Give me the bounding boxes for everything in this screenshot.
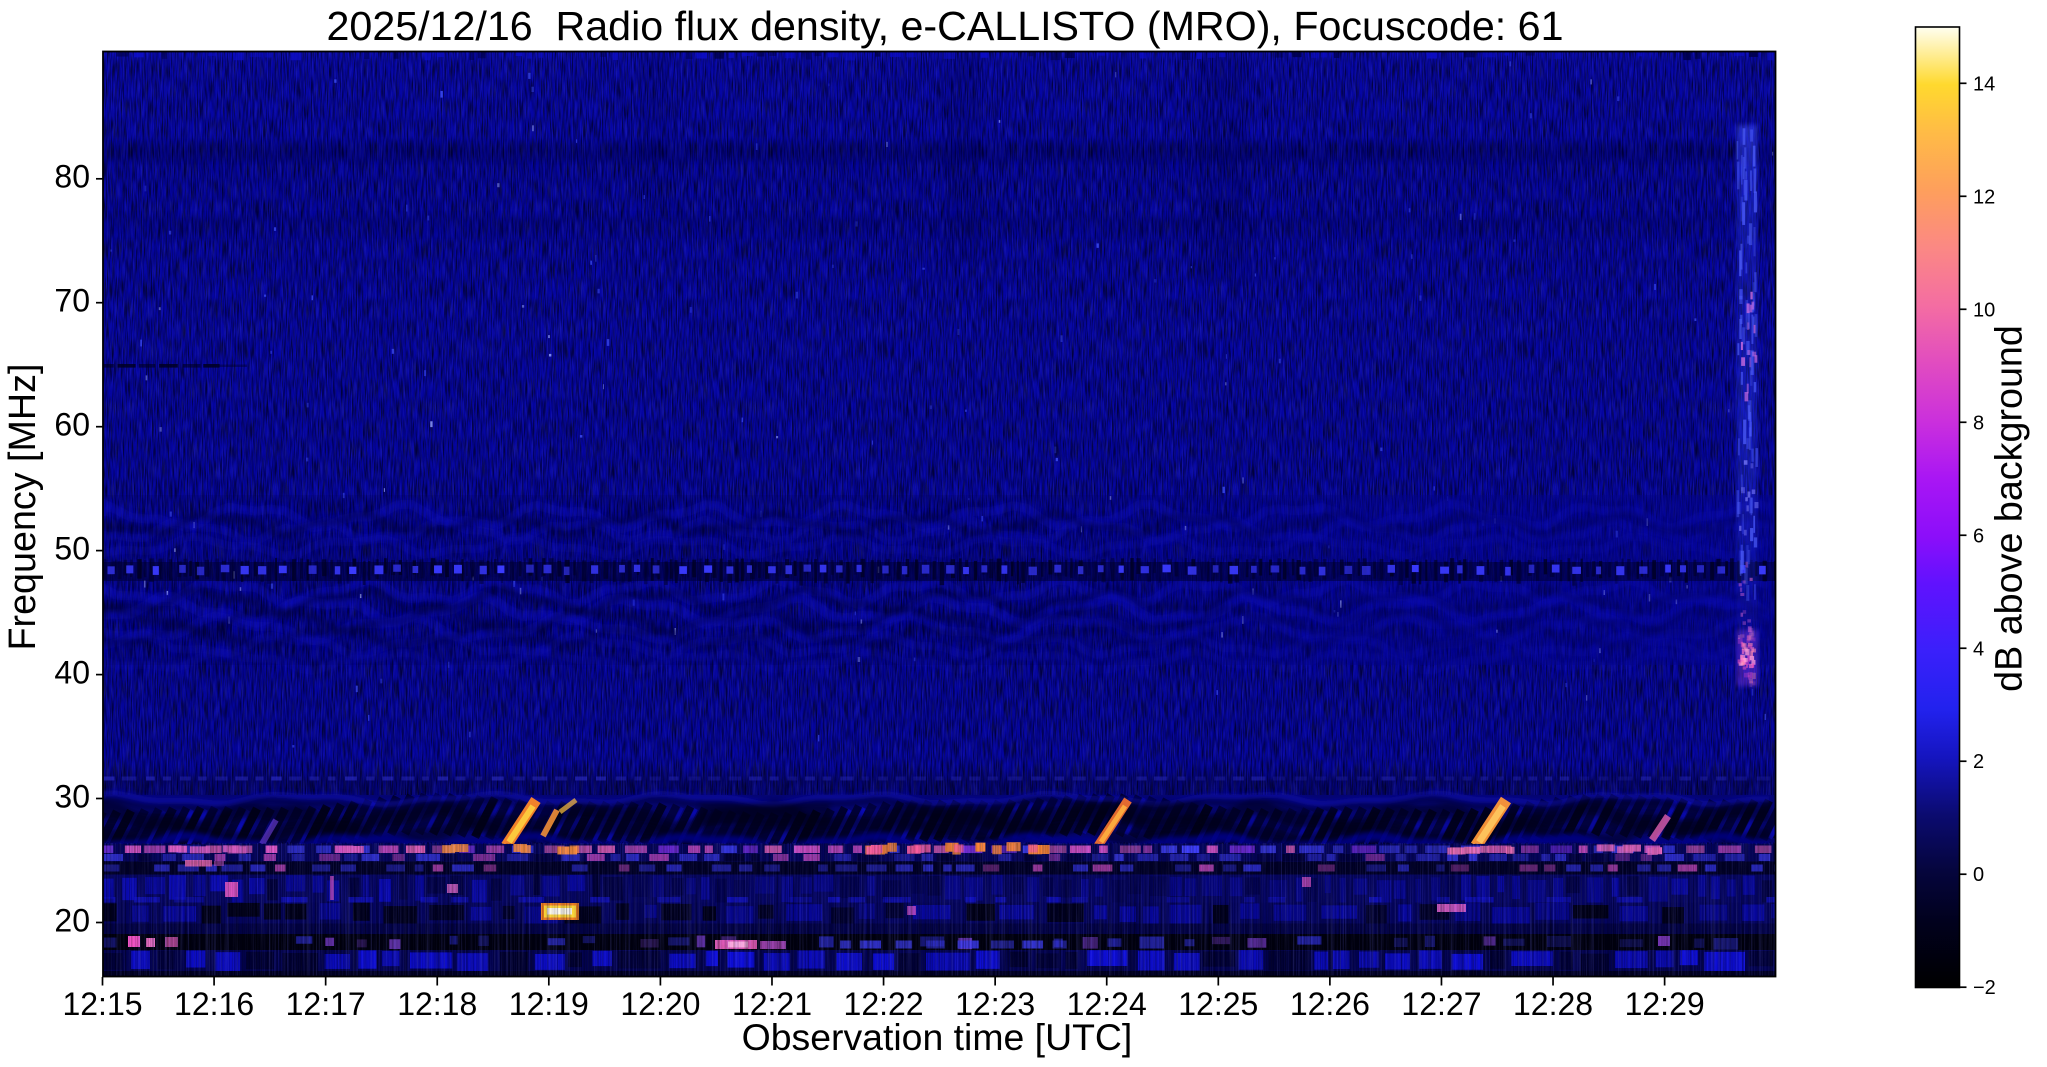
svg-text:12:25: 12:25 — [1178, 986, 1258, 1022]
svg-text:12:21: 12:21 — [732, 986, 812, 1022]
svg-text:12: 12 — [1973, 186, 1995, 208]
svg-text:12:26: 12:26 — [1290, 986, 1370, 1022]
svg-text:−2: −2 — [1973, 977, 1996, 999]
svg-text:4: 4 — [1973, 638, 1984, 660]
svg-text:80: 80 — [54, 159, 90, 195]
svg-text:12:16: 12:16 — [174, 986, 254, 1022]
svg-text:40: 40 — [54, 654, 90, 690]
svg-text:20: 20 — [54, 902, 90, 938]
svg-text:70: 70 — [54, 283, 90, 319]
svg-text:60: 60 — [54, 407, 90, 443]
svg-text:30: 30 — [54, 778, 90, 814]
svg-text:8: 8 — [1973, 412, 1984, 434]
svg-text:12:28: 12:28 — [1513, 986, 1593, 1022]
svg-text:12:29: 12:29 — [1625, 986, 1705, 1022]
svg-text:12:20: 12:20 — [620, 986, 700, 1022]
svg-text:12:18: 12:18 — [397, 986, 477, 1022]
svg-text:6: 6 — [1973, 525, 1984, 547]
svg-text:12:17: 12:17 — [286, 986, 366, 1022]
svg-text:10: 10 — [1973, 299, 1995, 321]
svg-text:0: 0 — [1973, 864, 1984, 886]
svg-text:12:23: 12:23 — [955, 986, 1035, 1022]
svg-text:50: 50 — [54, 530, 90, 566]
svg-text:2025/12/16 Radio flux density: 2025/12/16 Radio flux density, e-CALLIST… — [327, 3, 1564, 49]
svg-text:2: 2 — [1973, 751, 1984, 773]
svg-text:14: 14 — [1973, 73, 1995, 95]
svg-text:12:15: 12:15 — [62, 986, 142, 1022]
svg-text:dB above background: dB above background — [1988, 325, 2030, 692]
svg-text:Observation time [UTC]: Observation time [UTC] — [742, 1016, 1133, 1058]
svg-text:12:19: 12:19 — [509, 986, 589, 1022]
svg-text:12:24: 12:24 — [1067, 986, 1147, 1022]
svg-text:Frequency [MHz]: Frequency [MHz] — [1, 364, 43, 651]
svg-text:12:27: 12:27 — [1401, 986, 1481, 1022]
svg-text:12:22: 12:22 — [844, 986, 924, 1022]
